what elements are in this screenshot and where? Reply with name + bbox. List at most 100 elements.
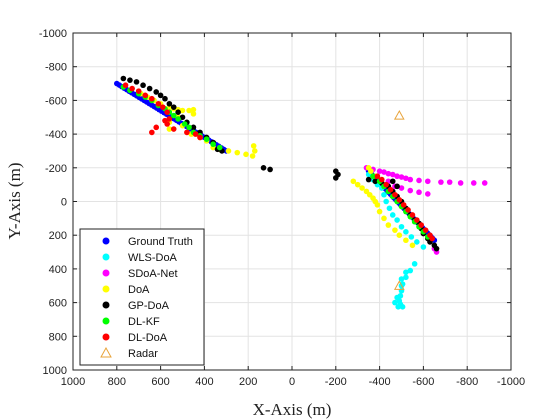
dl-doa-point [400,202,407,208]
legend-marker [102,333,110,341]
doa-point [179,107,186,114]
doa-point [392,227,398,233]
dl-doa-point [166,116,173,122]
gp-doa-point [333,175,339,181]
dl-doa-point [170,126,177,132]
legend-item-ground-truth: Ground Truth [102,236,193,248]
x-tick-label: -200 [325,376,347,388]
x-tick-label: 400 [195,376,213,388]
legend-marker [102,301,110,309]
dl-doa-point [149,95,155,102]
legend-item-dl-kf: DL-KF [102,316,160,328]
gp-doa-point [140,82,146,89]
wls-doa-point [386,205,393,212]
sdoa-net-point [398,174,405,180]
gp-doa-point [133,79,140,85]
sdoa-net-point [424,191,431,197]
dl-kf-point [203,136,210,142]
gp-doa-point [170,104,177,110]
dl-doa-point [392,191,398,198]
gp-doa-point [146,85,153,92]
dl-kf-point [186,124,192,131]
dl-doa-point [378,176,385,183]
wls-doa-point [411,261,418,267]
doa-point [381,215,387,222]
x-tick-label: -1000 [497,376,525,388]
doa-point [243,151,249,158]
gp-doa-point [372,178,379,185]
radar-point [393,280,405,290]
wls-doa-point [399,304,406,310]
gp-doa-point [166,100,173,107]
x-tick-label: -600 [412,376,434,388]
x-ticks: 1000 800 600 400 200 0 -200 -400 -600 -800 -1000 [61,33,525,388]
sdoa-net-point [416,189,422,196]
gp-doa-point [365,176,372,183]
legend-label: DL-DoA [128,332,168,344]
dl-doa-point [422,227,429,233]
legend-label: GP-DoA [128,300,170,312]
dl-doa-point [405,207,411,213]
doa-point [403,237,409,244]
legend-marker [102,253,110,261]
gp-doa-point [127,77,133,83]
y-tick-label: 400 [49,264,67,276]
radar-point [393,110,405,120]
legend-label: SDoA-Net [128,268,178,280]
sdoa-net-point [381,169,387,175]
doa-point [190,106,197,113]
doa-point [396,232,403,238]
dl-kf-point [370,173,376,180]
wls-doa-point [392,299,398,306]
wls-doa-point [407,267,414,274]
plot-frame [72,32,512,371]
y-tick-label: 600 [49,298,67,310]
data-marks [114,75,488,310]
legend-item-gp-doa: GP-DoA [102,300,170,312]
y-ticks: -1000 -800 -600 -400 -200 0 200 400 600 800 1000 [39,28,511,377]
y-tick-label: 1000 [43,365,67,377]
series-radar [393,110,405,290]
wls-doa-point [420,244,427,250]
gp-doa-point [179,114,186,121]
gp-doa-point [157,92,164,99]
gp-doa-point [175,109,181,115]
dl-doa-point [197,134,203,141]
wls-doa-point [403,269,409,276]
wls-doa-point [394,294,400,301]
gp-doa-point [267,166,273,173]
wls-doa-point [383,198,389,205]
y-tick-label: -400 [45,129,67,141]
y-tick-label: -1000 [39,28,67,40]
wls-doa-point [395,304,402,310]
legend-item-dl-doa: DL-DoA [102,332,168,344]
x-tick-label: 200 [239,376,257,388]
legend: Ground Truth WLS-DoA SDoA-Net DoA GP-DoA DL-K… [79,228,205,366]
gp-doa-point [389,178,396,185]
gp-doa-point [153,89,160,95]
dl-doa-point [414,217,420,223]
dl-doa-point [155,100,162,107]
y-tick-label: 200 [49,230,67,242]
legend-item-wls-doa: WLS-DoA [102,252,178,264]
dl-doa-point [429,235,435,242]
dl-doa-point [418,222,425,228]
doa-point [374,202,381,208]
x-tick-label: -400 [369,376,391,388]
doa-point [186,107,192,114]
wls-doa-point [408,234,415,240]
y-tick-label: -800 [45,62,67,74]
dl-doa-point [135,88,142,94]
dl-doa-point [162,117,168,124]
legend-label: Radar [128,348,158,360]
sdoa-net-point [407,176,414,183]
wls-doa-point [403,274,409,281]
sdoa-net-point [394,173,400,180]
sdoa-net-point [398,185,405,191]
y-tick-label: -600 [45,95,67,107]
dl-doa-point [383,181,389,188]
legend-marker [102,285,110,293]
legend-marker [102,269,110,277]
x-tick-label: 1000 [61,376,85,388]
x-tick-label: -800 [456,376,478,388]
